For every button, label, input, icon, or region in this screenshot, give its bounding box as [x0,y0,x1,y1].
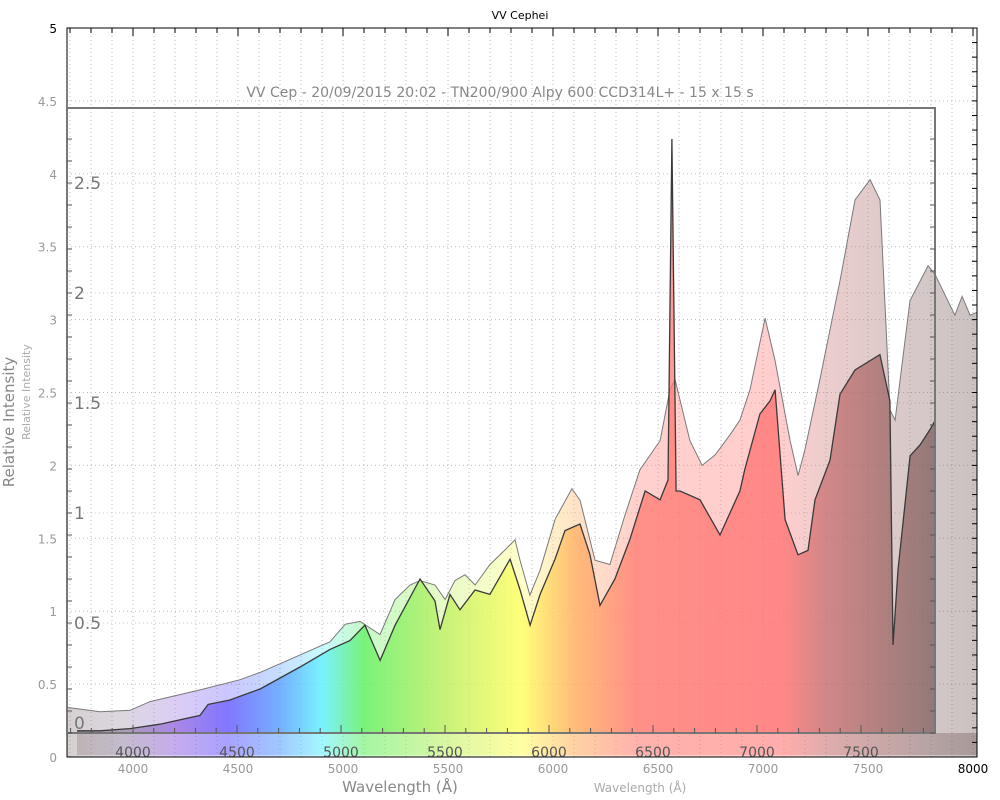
inner-chart-title: VV Cep - 20/09/2015 20:02 - TN200/900 Al… [246,85,753,101]
x-tick-label-inner: 6500 [635,745,671,761]
y-tick-label: 2.5 [38,387,57,401]
y-tick-label: 5 [49,22,57,36]
x-tick-label: 4000 [118,762,149,776]
x-tick-label: 6500 [643,762,674,776]
axes [66,27,978,758]
x-tick-label-inner: 4500 [219,745,255,761]
y-tick-label: 3.5 [38,241,57,255]
x-tick-label: 5500 [433,762,464,776]
outer-spectrum-line [67,178,978,713]
x-axis-label: Wavelength (Å) [342,777,458,796]
y-tick-label-inner: 0 [74,714,85,734]
y-tick-label-inner: 1.5 [74,394,101,414]
x-tick-label-inner: 7000 [739,745,775,761]
y-tick-label: 1.5 [38,532,57,546]
x-tick-label-inner: 5000 [323,745,359,761]
y-axis-label: Relative Intensity [0,357,18,488]
y-tick-label-inner: 2 [74,284,85,304]
x-tick-label-inner: 4000 [115,745,151,761]
x-tick-label-inner: 6000 [531,745,567,761]
y-tick-label: 0 [49,751,57,765]
y-tick-label: 3 [49,314,57,328]
y-tick-label: 4.5 [38,95,57,109]
x-tick-label: 5000 [328,762,359,776]
y-tick-label: 1 [49,605,57,619]
y-tick-label-inner: 0.5 [74,614,101,634]
x-axis-label-secondary: Wavelength (Å) [594,780,687,795]
y-tick-label-inner: 1 [74,504,85,524]
x-tick-label: 8000 [958,762,989,776]
inner-spectrum-line [77,138,936,732]
y-tick-label-inner: 2.5 [74,174,101,194]
y-axis-label-secondary: Relative Intensity [20,344,33,440]
tick-labels: 0 0.5 1 1.5 2 2.5 3 3.5 4 4.5 5 4000 4500 5000 5500 600… [38,22,988,776]
x-tick-label-inner: 7500 [843,745,879,761]
x-tick-label: 7500 [853,762,884,776]
inner-plot-frame [66,107,936,734]
outer-chart-title: VV Cephei [492,9,549,22]
spectrum-fills [67,138,978,758]
x-tick-label-inner: 5500 [427,745,463,761]
x-tick-label: 4500 [223,762,254,776]
inner-spectrum-fill [77,139,936,733]
y-tick-label: 2 [49,459,57,473]
x-tick-label: 6000 [538,762,569,776]
x-tick-label: 7000 [748,762,779,776]
y-tick-label: 4 [49,168,57,182]
y-tick-label: 0.5 [38,678,57,692]
